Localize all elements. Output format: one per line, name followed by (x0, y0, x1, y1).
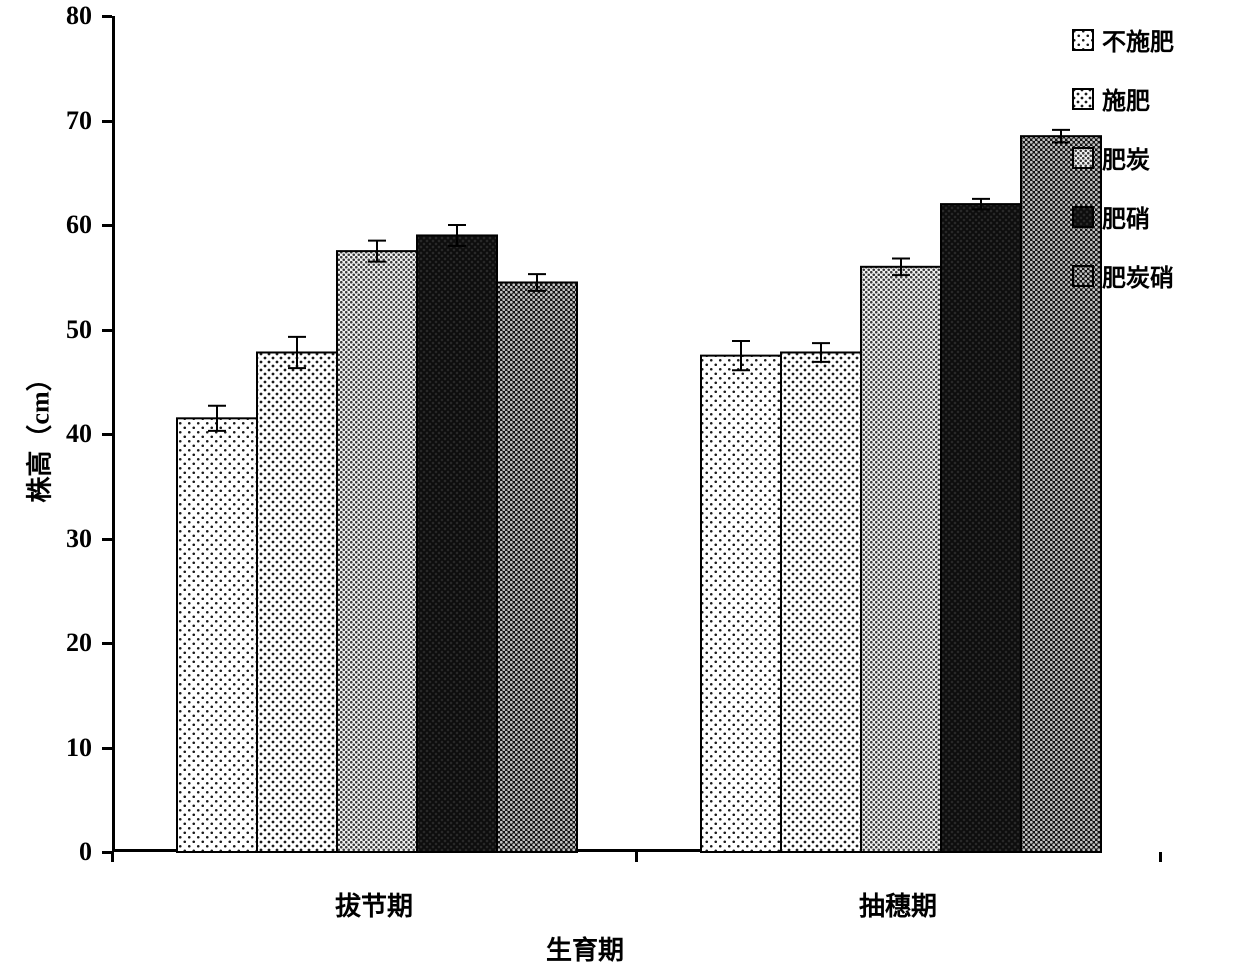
x-tick-mark (111, 852, 114, 862)
legend-item: 施肥 (1072, 81, 1174, 116)
bars-layer (115, 16, 1061, 852)
y-tick-label: 20 (66, 628, 92, 658)
y-tick-label: 60 (66, 210, 92, 240)
x-category-label: 抽穗期 (859, 886, 937, 923)
x-tick-mark (1159, 852, 1162, 862)
legend-label: 肥炭硝 (1102, 258, 1174, 293)
legend-swatch (1072, 29, 1094, 51)
bar (417, 235, 497, 852)
y-tick-mark (102, 224, 112, 227)
y-tick-mark (102, 15, 112, 18)
legend-item: 不施肥 (1072, 22, 1174, 57)
y-tick-label: 50 (66, 315, 92, 345)
y-axis-label: 株高（cm） (20, 365, 57, 502)
x-category-label: 拔节期 (335, 886, 413, 923)
legend-swatch (1072, 147, 1094, 169)
bar (337, 251, 417, 852)
y-tick-mark (102, 433, 112, 436)
legend-swatch (1072, 265, 1094, 287)
plot-area (112, 16, 1058, 852)
legend: 不施肥施肥肥炭肥硝肥炭硝 (1072, 22, 1174, 317)
y-tick-label: 0 (79, 837, 92, 867)
legend-swatch (1072, 206, 1094, 228)
x-tick-mark (635, 852, 638, 862)
legend-label: 不施肥 (1102, 22, 1174, 57)
legend-swatch (1072, 88, 1094, 110)
y-tick-mark (102, 642, 112, 645)
chart-container: 株高（cm） 生育期 不施肥施肥肥炭肥硝肥炭硝 0102030405060708… (0, 0, 1240, 963)
legend-item: 肥硝 (1072, 199, 1174, 234)
bar (941, 204, 1021, 852)
y-tick-mark (102, 747, 112, 750)
legend-item: 肥炭硝 (1072, 258, 1174, 293)
y-tick-label: 10 (66, 733, 92, 763)
x-axis-label: 生育期 (546, 930, 624, 967)
y-tick-mark (102, 538, 112, 541)
bar (701, 356, 781, 852)
legend-label: 肥炭 (1102, 140, 1150, 175)
bar (861, 267, 941, 852)
legend-label: 施肥 (1102, 81, 1150, 116)
bar (497, 282, 577, 852)
legend-label: 肥硝 (1102, 199, 1150, 234)
bar (257, 352, 337, 852)
y-tick-mark (102, 120, 112, 123)
bar (781, 352, 861, 852)
bar (177, 418, 257, 852)
y-tick-label: 70 (66, 106, 92, 136)
y-tick-mark (102, 329, 112, 332)
legend-item: 肥炭 (1072, 140, 1174, 175)
y-tick-label: 40 (66, 419, 92, 449)
y-tick-label: 30 (66, 524, 92, 554)
y-tick-label: 80 (66, 1, 92, 31)
